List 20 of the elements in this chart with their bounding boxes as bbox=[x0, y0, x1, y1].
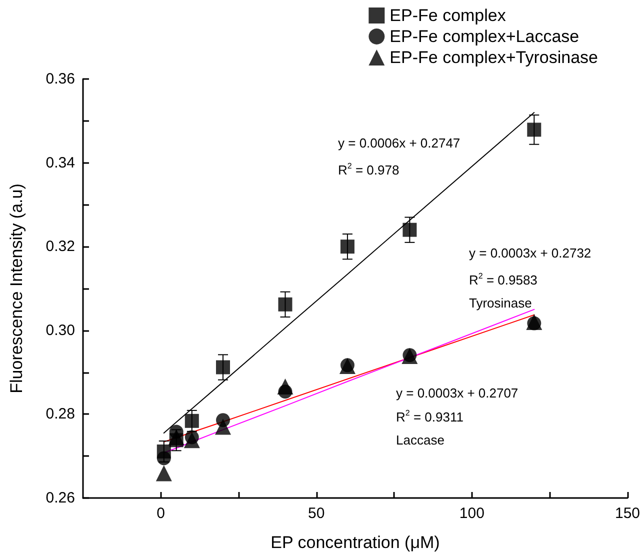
y-tick-label: 0.32 bbox=[46, 238, 75, 256]
y-tick-label: 0.30 bbox=[46, 322, 75, 339]
y-tick-label: 0.28 bbox=[46, 406, 75, 423]
x-tick-label: 150 bbox=[614, 505, 640, 522]
x-tick-label: 0 bbox=[156, 505, 165, 522]
x-tick-label: 100 bbox=[459, 505, 484, 522]
legend-label: EP-Fe complex bbox=[390, 6, 506, 25]
y-axis-title: Fluorescence Intensity (a.u) bbox=[7, 184, 26, 394]
legend-label: EP-Fe complex+Tyrosinase bbox=[390, 48, 598, 67]
annotation: y = 0.0006x + 0.2747 bbox=[338, 136, 460, 150]
annotation: y = 0.0003x + 0.2732 bbox=[469, 246, 592, 260]
y-tick-label: 0.34 bbox=[46, 154, 75, 172]
legend-label: EP-Fe complex+Laccase bbox=[390, 27, 580, 46]
annotation: Tyrosinase bbox=[469, 296, 532, 310]
annotation: y = 0.0003x + 0.2707 bbox=[396, 386, 518, 400]
x-tick-label: 50 bbox=[308, 505, 325, 522]
y-tick-label: 0.26 bbox=[46, 490, 75, 506]
annotation: Laccase bbox=[396, 432, 444, 448]
x-axis-title: EP concentration (μM) bbox=[270, 533, 440, 552]
y-tick-label: 0.36 bbox=[46, 70, 75, 88]
